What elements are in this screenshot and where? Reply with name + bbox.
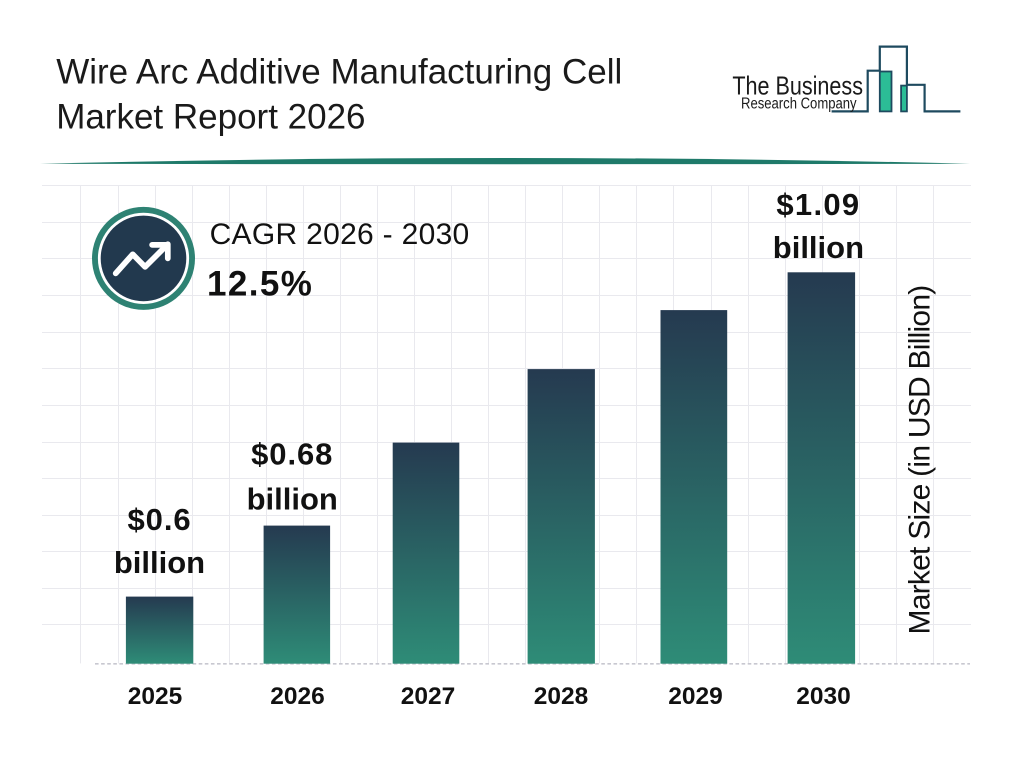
- svg-text:$0.68: $0.68: [251, 437, 333, 472]
- svg-text:Market Size (in USD Billion): Market Size (in USD Billion): [904, 285, 937, 634]
- svg-text:$1.09: $1.09: [776, 187, 860, 222]
- svg-text:2025: 2025: [128, 683, 183, 710]
- svg-text:billion: billion: [114, 545, 205, 580]
- svg-text:2029: 2029: [668, 683, 723, 710]
- svg-text:Wire Arc Additive Manufacturin: Wire Arc Additive Manufacturing Cell: [56, 52, 622, 91]
- svg-text:2027: 2027: [401, 683, 456, 710]
- svg-text:Market Report 2026: Market Report 2026: [56, 98, 365, 137]
- svg-text:billion: billion: [247, 481, 338, 516]
- svg-text:2028: 2028: [534, 683, 589, 710]
- svg-text:2030: 2030: [796, 683, 851, 710]
- svg-text:12.5%: 12.5%: [207, 265, 313, 304]
- svg-text:Research Company: Research Company: [741, 96, 857, 113]
- svg-text:$0.6: $0.6: [128, 502, 192, 537]
- svg-text:The Business: The Business: [732, 72, 863, 101]
- svg-text:billion: billion: [773, 230, 864, 265]
- svg-text:CAGR 2026 - 2030: CAGR 2026 - 2030: [210, 218, 470, 251]
- svg-text:2026: 2026: [270, 683, 325, 710]
